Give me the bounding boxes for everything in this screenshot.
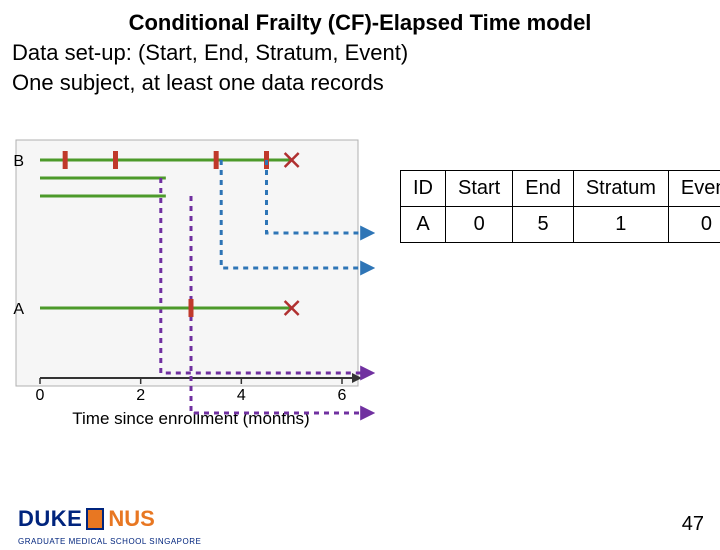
- logo-duke-text: DUKE: [18, 506, 82, 532]
- col-event: Event: [668, 171, 720, 207]
- col-stratum: Stratum: [573, 171, 668, 207]
- svg-text:0: 0: [36, 387, 45, 404]
- logo-subtext: GRADUATE MEDICAL SCHOOL SINGAPORE: [18, 537, 201, 546]
- data-table: ID Start End Stratum Event A 0 5 1 0: [400, 170, 720, 243]
- chart-svg: 0246Time since enrollment (months)BA: [12, 138, 382, 448]
- timeline-chart: 0246Time since enrollment (months)BA: [12, 138, 382, 448]
- svg-text:B: B: [13, 153, 24, 170]
- col-id: ID: [401, 171, 446, 207]
- table-row: A 0 5 1 0: [401, 207, 720, 243]
- cell-start: 0: [446, 207, 513, 243]
- subtitle-line-1: Data set-up: (Start, End, Stratum, Event…: [12, 40, 720, 66]
- slide-title: Conditional Frailty (CF)-Elapsed Time mo…: [0, 10, 720, 36]
- cell-event: 0: [668, 207, 720, 243]
- logo-nus-text: NUS: [108, 506, 154, 532]
- cell-id: A: [401, 207, 446, 243]
- table-header-row: ID Start End Stratum Event: [401, 171, 720, 207]
- logo-badge-icon: [86, 508, 104, 530]
- svg-text:6: 6: [338, 387, 347, 404]
- cell-end: 5: [513, 207, 574, 243]
- page-number: 47: [682, 513, 704, 536]
- subtitle-line-2: One subject, at least one data records: [12, 70, 720, 96]
- svg-text:2: 2: [136, 387, 145, 404]
- col-start: Start: [446, 171, 513, 207]
- svg-text:4: 4: [237, 387, 246, 404]
- logo: DUKE NUS: [18, 506, 155, 532]
- svg-text:A: A: [13, 301, 24, 318]
- cell-stratum: 1: [573, 207, 668, 243]
- col-end: End: [513, 171, 574, 207]
